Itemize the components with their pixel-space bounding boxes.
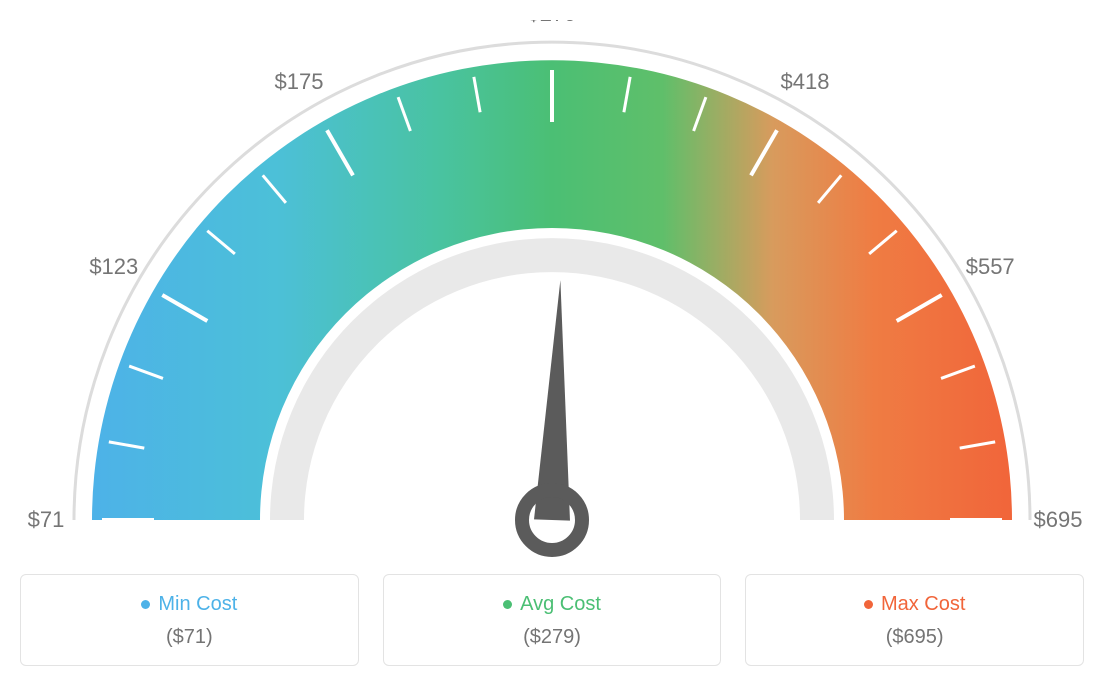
gauge-tick-label: $418 <box>781 69 830 94</box>
gauge-chart: $71 $123 $175 $279 $418 $557 $695 <box>20 20 1084 560</box>
legend-label-min: Min Cost <box>158 593 237 616</box>
legend-card-min: Min Cost ($71) <box>20 574 359 666</box>
legend-label-max: Max Cost <box>881 593 965 616</box>
gauge-tick-label: $279 <box>528 20 577 26</box>
legend-value-avg: ($279) <box>394 626 711 649</box>
legend-title-avg: Avg Cost <box>503 593 601 616</box>
legend-title-max: Max Cost <box>864 593 965 616</box>
gauge-tick-label: $175 <box>275 69 324 94</box>
legend-row: Min Cost ($71) Avg Cost ($279) Max Cost … <box>20 574 1084 666</box>
legend-card-avg: Avg Cost ($279) <box>383 574 722 666</box>
gauge-tick-label: $71 <box>28 507 65 532</box>
gauge-tick-label: $123 <box>89 254 138 279</box>
gauge-svg: $71 $123 $175 $279 $418 $557 $695 <box>20 20 1084 560</box>
legend-value-min: ($71) <box>31 626 348 649</box>
legend-dot-min <box>141 600 150 609</box>
legend-dot-avg <box>503 600 512 609</box>
legend-card-max: Max Cost ($695) <box>745 574 1084 666</box>
gauge-tick-label: $695 <box>1034 507 1083 532</box>
legend-dot-max <box>864 600 873 609</box>
legend-title-min: Min Cost <box>141 593 237 616</box>
legend-label-avg: Avg Cost <box>520 593 601 616</box>
legend-value-max: ($695) <box>756 626 1073 649</box>
gauge-tick-label: $557 <box>966 254 1015 279</box>
